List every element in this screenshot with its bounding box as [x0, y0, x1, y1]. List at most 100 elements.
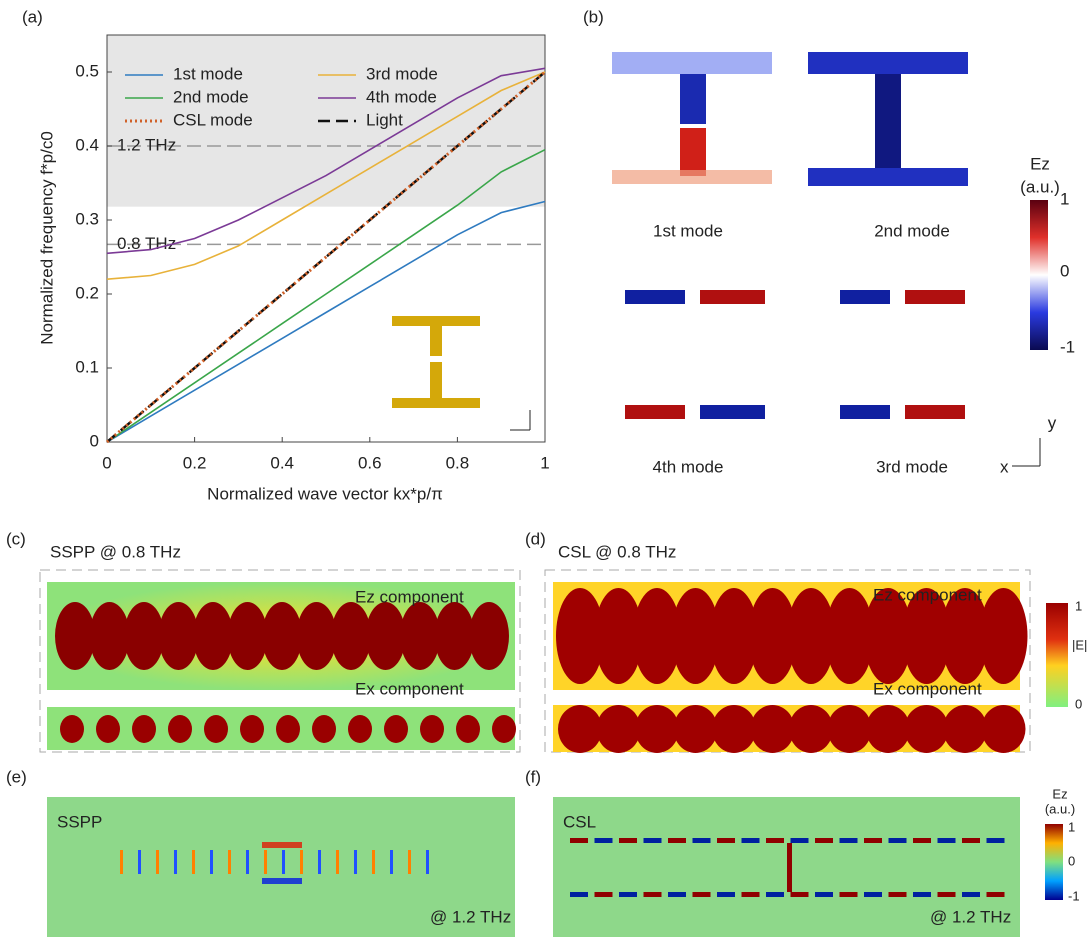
field-lobe	[456, 715, 480, 743]
field-lobe	[905, 705, 949, 753]
x-tick-label: 1	[540, 453, 549, 472]
field-dipole	[336, 850, 339, 874]
colorbar-tick: -1	[1060, 337, 1075, 356]
component-label: Ex component	[355, 679, 464, 698]
component-label: Ez component	[355, 587, 464, 606]
field-dipole	[766, 838, 784, 843]
x-tick-label: 0.8	[446, 453, 470, 472]
axis-glyph-label: x	[1000, 457, 1009, 476]
field-dipole	[840, 892, 858, 897]
field-dipole	[938, 838, 956, 843]
legend-label: 4th mode	[366, 87, 437, 106]
frequency-label: @ 1.2 THz	[430, 907, 511, 926]
panel-label: (e)	[6, 767, 27, 786]
field-dipole	[668, 838, 686, 843]
field-lobe	[980, 588, 1028, 684]
panel-label: (c)	[6, 529, 26, 548]
colorbar	[1045, 824, 1063, 900]
field-dipole	[815, 892, 833, 897]
panel-title: CSL @ 0.8 THz	[558, 542, 676, 561]
field-lobe	[132, 715, 156, 743]
x-tick-label: 0.2	[183, 453, 207, 472]
colorbar-tick: 1	[1068, 819, 1075, 834]
panel-title: SSPP @ 0.8 THz	[50, 542, 181, 561]
field-dipole	[864, 838, 882, 843]
y-axis-label: Normalized frequency f*p/c0	[37, 131, 56, 345]
field-dipole	[619, 892, 637, 897]
field-lobe	[712, 705, 756, 753]
field-dipole	[791, 892, 809, 897]
field-dipole	[246, 850, 249, 874]
field-dipole	[742, 838, 760, 843]
field-lobe	[982, 705, 1026, 753]
field-dipole	[426, 850, 429, 874]
field-lobe	[168, 715, 192, 743]
x-tick-label: 0.6	[358, 453, 382, 472]
field-lobe	[943, 705, 987, 753]
colorbar-unit: (a.u.)	[1045, 801, 1075, 816]
field-dipole	[264, 850, 267, 874]
field-dipole	[570, 838, 588, 843]
field-lobe	[597, 705, 641, 753]
field-lobe	[866, 705, 910, 753]
field-dipole	[595, 838, 613, 843]
colorbar-title: |E|	[1072, 637, 1087, 652]
field-dipole	[174, 850, 177, 874]
field-dipole	[864, 892, 882, 897]
unit-cell-glyph	[392, 316, 480, 326]
field-lobe	[228, 602, 268, 670]
component-label: Ez component	[873, 585, 982, 604]
field-dipole	[962, 892, 980, 897]
colorbar-tick: -1	[1068, 888, 1080, 903]
field-dipole	[742, 892, 760, 897]
field-dipole	[693, 838, 711, 843]
mode-map	[840, 290, 965, 419]
field-dipole	[913, 892, 931, 897]
colorbar	[1046, 603, 1068, 707]
colorbar-tick: 0	[1068, 853, 1075, 868]
colorbar-unit: (a.u.)	[1020, 177, 1060, 196]
unit-cell-glyph	[392, 398, 480, 408]
field-dipole	[318, 850, 321, 874]
field-dipole	[717, 838, 735, 843]
field-dipole	[766, 892, 784, 897]
field-lobe	[55, 602, 95, 670]
field-dipole	[889, 892, 907, 897]
x-tick-label: 0.4	[270, 453, 294, 472]
axis-glyph	[1012, 438, 1040, 466]
legend-label: Light	[366, 110, 403, 129]
legend-label: 3rd mode	[366, 64, 438, 83]
frequency-label: @ 1.2 THz	[930, 907, 1011, 926]
field-dipole	[619, 838, 637, 843]
y-tick-label: 0.3	[75, 209, 99, 228]
field-dipole	[938, 892, 956, 897]
figure: (a) (b) (c) (d) (e) (f) 1st mode 2nd mod…	[0, 0, 1091, 937]
field-dipole	[138, 850, 141, 874]
field-dipole	[570, 892, 588, 897]
y-tick-label: 0.2	[75, 283, 99, 302]
field-lobe	[159, 602, 199, 670]
reference-label: 1.2 THz	[117, 135, 176, 154]
field-dipole	[156, 850, 159, 874]
field-dipole	[262, 842, 302, 848]
field-dipole	[644, 838, 662, 843]
colorbar-title: Ez	[1030, 154, 1050, 173]
field-lobe	[60, 715, 84, 743]
x-tick-label: 0	[102, 453, 111, 472]
field-lobe	[384, 715, 408, 743]
field-lobe	[262, 602, 302, 670]
component-label: Ex component	[873, 679, 982, 698]
axis-glyph-label: y	[1048, 413, 1057, 432]
field-lobe	[124, 602, 164, 670]
field-dipole	[300, 850, 303, 874]
field-lobe	[90, 602, 130, 670]
field-lobe	[492, 715, 516, 743]
mode-map	[808, 52, 968, 186]
panel-label: (a)	[22, 7, 43, 26]
field-lobe	[558, 705, 602, 753]
field-dipole	[987, 892, 1005, 897]
field-lobe	[400, 602, 440, 670]
field-dipole	[693, 892, 711, 897]
field-dipole	[791, 838, 809, 843]
